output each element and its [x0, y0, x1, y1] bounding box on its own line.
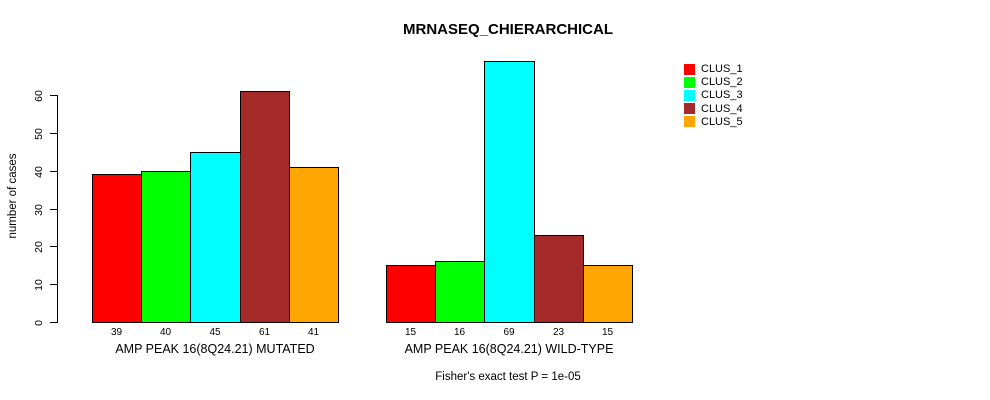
bar-value-clus_4-group1: 61 [258, 327, 271, 338]
legend-label-clus_1: CLUS_1 [701, 63, 743, 75]
legend-swatch-clus_3 [684, 89, 695, 101]
bar-clus_5-group1 [289, 167, 339, 323]
bar-clus_2-group2 [435, 261, 485, 323]
bar-value-clus_3-group2: 69 [503, 327, 515, 338]
fisher-test-annotation: Fisher's exact test P = 1e-05 [435, 371, 581, 383]
y-tick-mark-30 [50, 209, 58, 210]
y-tick-label-0: 0 [33, 319, 45, 326]
y-tick-mark-0 [50, 322, 58, 323]
bar-clus_4-group2 [534, 235, 584, 323]
y-tick-label-60: 60 [33, 89, 45, 102]
bar-clus_3-group1 [190, 152, 241, 323]
legend-item-clus_2: CLUS_2 [684, 76, 743, 88]
bar-value-clus_2-group1: 40 [159, 327, 172, 338]
bar-value-clus_2-group2: 16 [453, 327, 466, 338]
y-tick-mark-50 [50, 133, 58, 134]
y-tick-label-10: 10 [33, 278, 45, 291]
bar-clus_4-group1 [240, 91, 290, 323]
legend-item-clus_5: CLUS_5 [684, 116, 743, 128]
bar-clus_5-group2 [583, 265, 633, 323]
bar-value-clus_3-group1: 45 [209, 327, 221, 338]
y-tick-mark-10 [50, 284, 58, 285]
y-tick-mark-40 [50, 171, 58, 172]
legend-item-clus_4: CLUS_4 [684, 103, 743, 115]
legend-swatch-clus_5 [684, 116, 695, 128]
y-tick-label-20: 20 [33, 240, 45, 253]
legend-swatch-clus_2 [684, 76, 695, 88]
legend-label-clus_4: CLUS_4 [701, 102, 743, 115]
y-tick-mark-20 [50, 246, 58, 247]
y-tick-label-40: 40 [33, 165, 45, 178]
group-label-mutated: AMP PEAK 16(8Q24.21) MUTATED [115, 342, 315, 356]
bar-value-clus_5-group2: 15 [601, 327, 614, 338]
y-tick-label-50: 50 [33, 127, 45, 140]
bar-value-clus_1-group2: 15 [404, 327, 417, 338]
bar-clus_1-group2 [386, 265, 436, 323]
y-axis-label: number of cases [7, 153, 19, 239]
legend-item-clus_1: CLUS_1 [684, 63, 743, 75]
legend-label-clus_3: CLUS_3 [701, 89, 743, 102]
bar-clus_1-group1 [92, 174, 142, 323]
legend-item-clus_3: CLUS_3 [684, 89, 743, 101]
bar-clus_3-group2 [484, 61, 535, 323]
legend-swatch-clus_1 [684, 63, 695, 75]
legend-label-clus_2: CLUS_2 [701, 76, 743, 89]
bar-clus_2-group1 [141, 171, 191, 323]
bar-value-clus_5-group1: 41 [307, 327, 320, 338]
bar-value-clus_1-group1: 39 [110, 327, 123, 338]
group-label-wild-type: AMP PEAK 16(8Q24.21) WILD-TYPE [404, 342, 614, 356]
bar-value-clus_4-group2: 23 [552, 327, 565, 338]
legend-label-clus_5: CLUS_5 [701, 115, 743, 128]
y-tick-mark-60 [50, 95, 58, 96]
legend-swatch-clus_4 [684, 103, 695, 115]
y-tick-label-30: 30 [33, 203, 45, 216]
chart-title: MRNASEQ_CHIERARCHICAL [402, 21, 614, 38]
